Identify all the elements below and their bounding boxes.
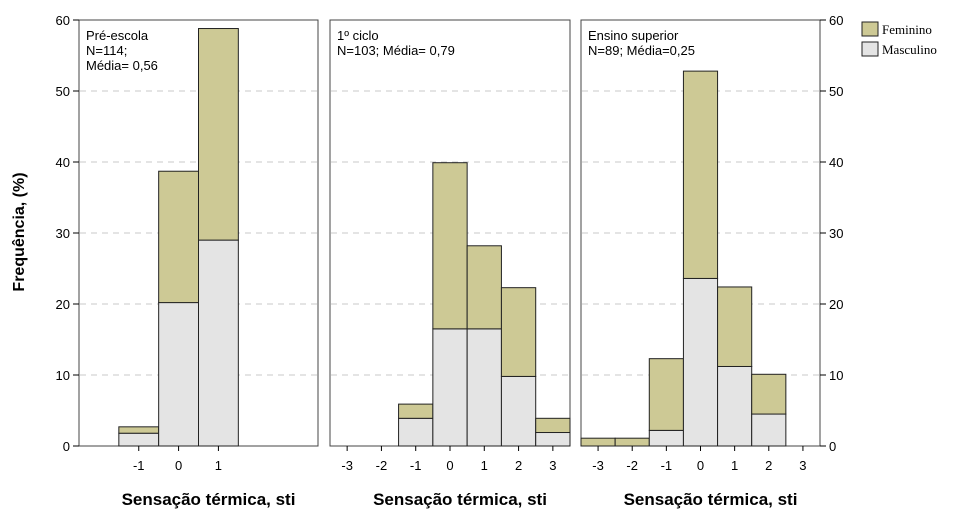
panel-annotation: N=89; Média=0,25 — [588, 43, 695, 58]
bar-feminino — [466, 245, 502, 330]
x-tick-label: 3 — [549, 458, 556, 473]
y-tick-label: 40 — [56, 155, 70, 170]
x-axis-label: Sensação térmica, sti — [373, 490, 547, 509]
panel-annotation: N=114; — [86, 43, 127, 58]
bar-feminino — [198, 28, 239, 241]
x-tick-label: 0 — [175, 458, 182, 473]
x-tick-label: 0 — [697, 458, 704, 473]
legend: Feminino Masculino — [861, 21, 937, 57]
y-tick-label: 10 — [829, 368, 843, 383]
y-tick-label: 0 — [63, 439, 70, 454]
panel-annotation: Ensino superior — [588, 28, 679, 43]
x-tick-label: 1 — [481, 458, 488, 473]
x-tick-label: -1 — [410, 458, 422, 473]
legend-swatch-feminino — [861, 21, 879, 37]
bar-masculino — [751, 413, 787, 447]
y-tick-label: 60 — [829, 13, 843, 28]
y-tick-label: 40 — [829, 155, 843, 170]
x-axis-label: Sensação térmica, sti — [624, 490, 798, 509]
panel-annotation: Pré-escola — [86, 28, 149, 43]
y-tick-label: 10 — [56, 368, 70, 383]
y-tick-label: 0 — [829, 439, 836, 454]
bar-feminino — [717, 286, 753, 367]
y-tick-label: 30 — [829, 226, 843, 241]
x-tick-label: -2 — [376, 458, 388, 473]
x-tick-label: 0 — [446, 458, 453, 473]
x-tick-label: -3 — [341, 458, 353, 473]
bar-feminino — [535, 417, 571, 434]
x-tick-label: 2 — [765, 458, 772, 473]
y-tick-label: 60 — [56, 13, 70, 28]
bar-feminino — [158, 170, 200, 304]
panel-1: -1 0 1 Sensação térmica, sti Pré-escolaN=114… — [56, 13, 319, 509]
bar-masculino — [682, 277, 719, 447]
x-tick-label: 1 — [215, 458, 222, 473]
bar-masculino — [158, 302, 200, 447]
x-tick-label: 1 — [731, 458, 738, 473]
panel-annotation: N=103; Média= 0,79 — [337, 43, 455, 58]
panel-annotation: Média= 0,56 — [86, 58, 158, 73]
bar-feminino — [614, 437, 650, 447]
legend-label-masculino: Masculino — [882, 42, 937, 57]
bar-feminino — [118, 426, 160, 434]
panel-2: -3 -2 -1 0 1 2 3 Sensação térmica, sti 1º cicloN… — [329, 19, 571, 509]
bar-feminino — [500, 287, 537, 377]
bar-masculino — [398, 417, 434, 447]
y-tick-label: 20 — [829, 297, 843, 312]
bar-masculino — [118, 432, 160, 447]
x-tick-label: 2 — [515, 458, 522, 473]
x-tick-label: -3 — [592, 458, 604, 473]
bar-feminino — [648, 358, 684, 431]
bar-masculino — [535, 432, 571, 447]
bar-feminino — [432, 162, 468, 330]
panels-layer: -1 0 1 Sensação térmica, sti Pré-escolaN=114… — [56, 13, 844, 509]
bar-feminino — [682, 70, 719, 279]
y-tick-label: 30 — [56, 226, 70, 241]
y-tick-label: 50 — [56, 84, 70, 99]
y-axis-label: Frequência, (%) — [11, 172, 28, 291]
bar-feminino — [580, 437, 616, 447]
panel-annotation: 1º ciclo — [337, 28, 379, 43]
x-tick-label: -1 — [133, 458, 145, 473]
bar-masculino — [466, 328, 502, 447]
x-tick-label: -1 — [661, 458, 673, 473]
legend-label-feminino: Feminino — [882, 22, 932, 37]
legend-swatch-masculino — [861, 41, 879, 57]
x-tick-label: -2 — [626, 458, 638, 473]
x-tick-label: 3 — [799, 458, 806, 473]
bar-masculino — [198, 239, 239, 447]
y-tick-label: 20 — [56, 297, 70, 312]
bar-feminino — [398, 403, 434, 419]
bar-masculino — [648, 429, 684, 447]
bar-masculino — [500, 375, 537, 447]
x-axis-label: Sensação térmica, sti — [122, 490, 296, 509]
bar-feminino — [751, 373, 787, 415]
y-tick-label: 50 — [829, 84, 843, 99]
bar-masculino — [717, 365, 753, 447]
bar-masculino — [432, 328, 468, 447]
panel-3: -3 -2 -1 0 1 2 3 Sensação térmica, sti Ensino su… — [580, 13, 843, 509]
